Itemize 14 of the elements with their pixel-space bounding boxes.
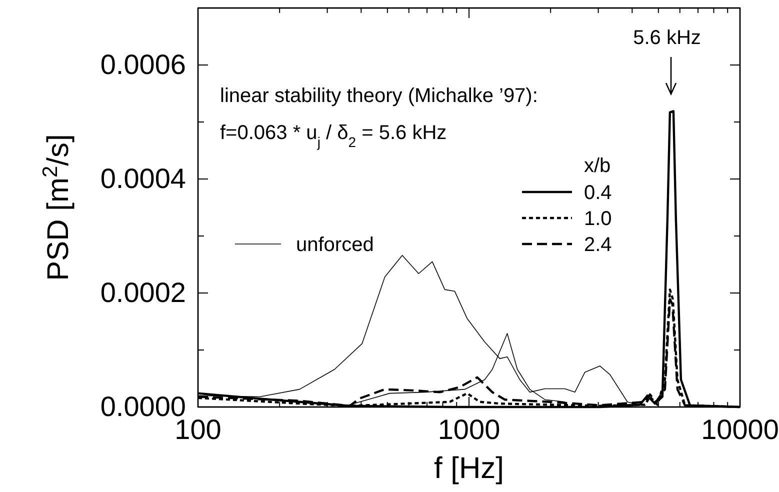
x-tick-label: 1000	[438, 414, 500, 445]
legend-label: 0.4	[584, 182, 612, 204]
annotation: 5.6 kHz	[633, 27, 701, 49]
x-tick-label: 10000	[701, 414, 779, 445]
y-tick-label: 0.0002	[100, 276, 186, 308]
annotation: linear stability theory (Michalke ’97):	[220, 85, 538, 107]
legend-label: 1.0	[584, 208, 612, 230]
annotation: f=0.063 * u$_{j}$ / δ$_{2}$ = 5.6 kHz	[220, 122, 447, 150]
y-tick-label: 0.0006	[100, 48, 186, 80]
legend-label: unforced	[296, 234, 374, 256]
x-axis-title: f [Hz]	[434, 452, 504, 485]
y-tick-label: 0.0004	[100, 162, 186, 194]
legend-label: 2.4	[584, 234, 612, 256]
legend-title: x/b	[584, 155, 611, 177]
